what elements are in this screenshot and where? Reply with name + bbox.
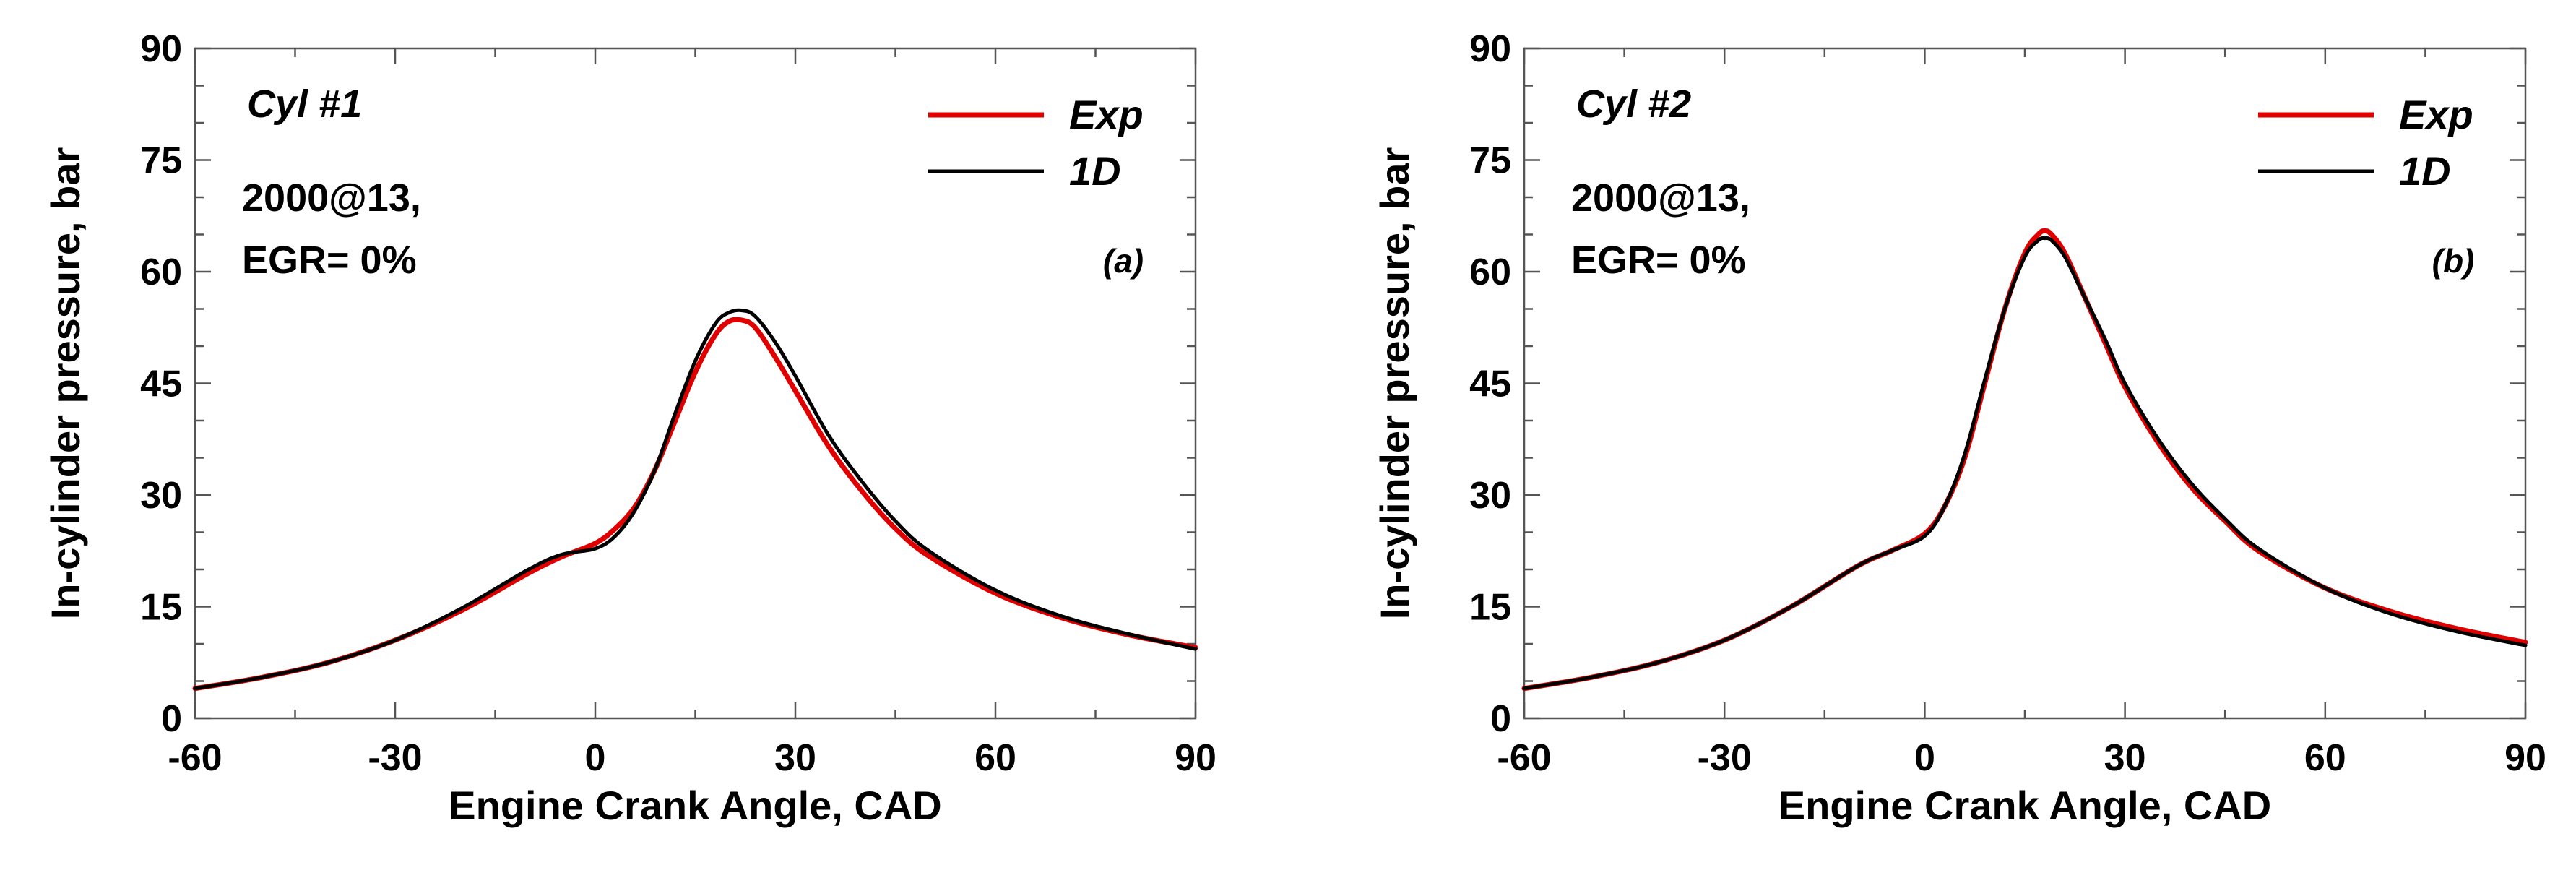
y-tick-label: 75 xyxy=(140,140,182,182)
legend-label-1d: 1D xyxy=(2399,148,2451,194)
y-tick-label: 30 xyxy=(1469,475,1511,517)
legend: Exp 1D xyxy=(2258,92,2473,194)
chart-panel-b: -60 -30 0 30 60 90 0 15 30 45 60 75 90 Engine Crank A… xyxy=(1372,28,2546,828)
y-tick-label: 90 xyxy=(140,28,182,70)
x-tick-label: -60 xyxy=(1497,737,1551,779)
cylinder-label: Cyl #2 xyxy=(1576,82,1691,126)
y-tick-label: 0 xyxy=(1490,698,1511,740)
x-tick-label: 0 xyxy=(585,737,606,779)
y-tick-label: 30 xyxy=(140,475,182,517)
series-line-exp xyxy=(1521,228,2528,692)
series-line-exp xyxy=(192,317,1198,692)
x-tick-label: 0 xyxy=(1914,737,1935,779)
legend-label-exp: Exp xyxy=(2399,92,2473,137)
y-tick-label: 60 xyxy=(140,251,182,293)
x-tick-label: 30 xyxy=(774,737,816,779)
y-tick-label: 90 xyxy=(1469,28,1511,70)
x-tick-label: 90 xyxy=(2504,737,2546,779)
x-tick-label: 60 xyxy=(2304,737,2346,779)
series-line-1d xyxy=(193,308,1198,691)
chart-panel-a: -60 -30 0 30 60 90 0 15 30 45 60 75 90 Engine Crank A… xyxy=(43,28,1216,828)
y-axis-label: In-cylinder pressure, bar xyxy=(1372,147,1417,620)
y-tick-label: 15 xyxy=(1469,587,1511,629)
x-tick-label: 90 xyxy=(1175,737,1216,779)
panel-tag: (b) xyxy=(2432,242,2475,280)
condition-label: 2000@13, xyxy=(1571,176,1750,220)
condition-label: EGR= 0% xyxy=(242,238,417,282)
y-tick-label: 75 xyxy=(1469,140,1511,182)
x-tick-label: -60 xyxy=(168,737,222,779)
x-tick-label: -30 xyxy=(1698,737,1752,779)
y-tick-label: 60 xyxy=(1469,251,1511,293)
x-axis-label: Engine Crank Angle, CAD xyxy=(449,783,941,828)
legend: Exp 1D xyxy=(928,92,1144,194)
condition-label: 2000@13, xyxy=(242,176,421,220)
x-tick-label: -30 xyxy=(368,737,422,779)
x-axis-label: Engine Crank Angle, CAD xyxy=(1778,783,2271,828)
x-tick-label: 60 xyxy=(974,737,1016,779)
cylinder-label: Cyl #1 xyxy=(247,82,362,126)
y-tick-label: 0 xyxy=(161,698,182,740)
plot-frame xyxy=(194,47,1197,720)
y-tick-label: 45 xyxy=(1469,363,1511,405)
y-tick-label: 45 xyxy=(140,363,182,405)
legend-label-1d: 1D xyxy=(1069,148,1121,194)
y-tick-label: 15 xyxy=(140,587,182,629)
y-axis-label: In-cylinder pressure, bar xyxy=(43,147,88,620)
x-tick-label: 30 xyxy=(2104,737,2146,779)
legend-label-exp: Exp xyxy=(1069,92,1144,137)
plot-frame xyxy=(1523,47,2527,720)
series-line-1d xyxy=(1522,236,2528,691)
panel-tag: (a) xyxy=(1103,242,1144,280)
condition-label: EGR= 0% xyxy=(1571,238,1746,282)
